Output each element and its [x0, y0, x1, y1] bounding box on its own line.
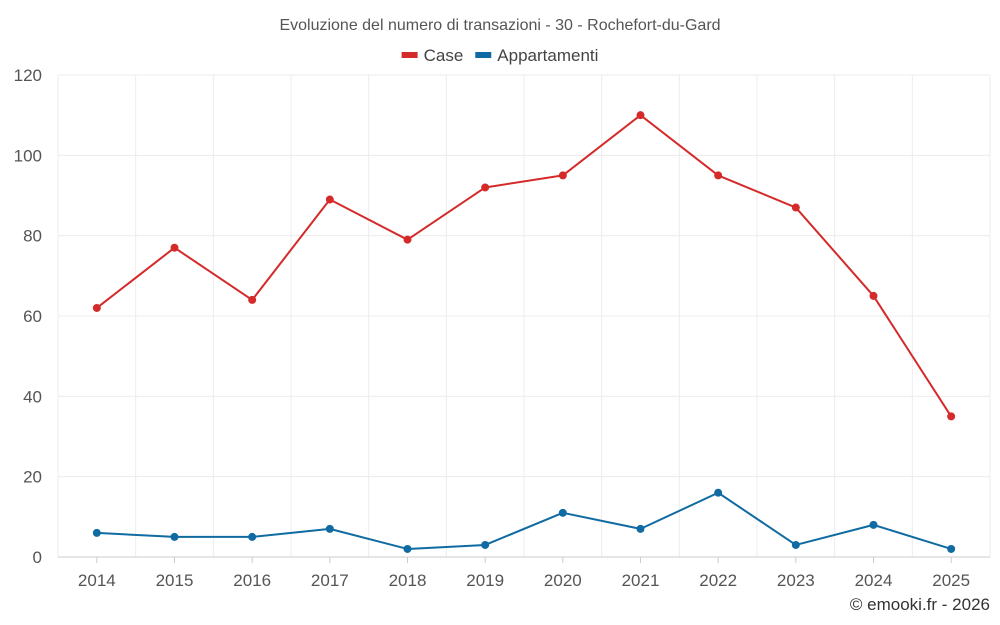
axes: 0 20 40 60 80 100 120 2014 2015 2016 2017 2018 2019 2… [14, 66, 990, 590]
x-tick-label: 2024 [855, 571, 893, 590]
data-point-case[interactable] [403, 235, 412, 244]
grid [57, 74, 991, 557]
x-tick-label: 2025 [932, 571, 970, 590]
data-point-case[interactable] [558, 171, 567, 180]
data-point-case[interactable] [481, 183, 490, 192]
data-point-appartamenti[interactable] [403, 544, 412, 553]
data-point-case[interactable] [714, 171, 723, 180]
x-tick-label: 2019 [466, 571, 504, 590]
y-tick-label: 0 [33, 548, 42, 567]
data-point-appartamenti[interactable] [558, 508, 567, 517]
x-tick-label: 2016 [233, 571, 271, 590]
y-tick-label: 60 [23, 307, 42, 326]
x-tick-label: 2015 [156, 571, 194, 590]
data-point-appartamenti[interactable] [714, 488, 723, 497]
y-tick-label: 80 [23, 227, 42, 246]
legend: Case Appartamenti [401, 46, 598, 65]
series-line-appartamenti [96, 491, 952, 550]
legend-label-case[interactable]: Case [424, 46, 464, 65]
y-tick-label: 100 [14, 146, 42, 165]
data-point-appartamenti[interactable] [791, 540, 800, 549]
legend-label-appartamenti[interactable]: Appartamenti [497, 46, 598, 65]
data-point-case[interactable] [170, 243, 179, 252]
data-point-appartamenti[interactable] [325, 524, 334, 533]
data-point-case[interactable] [325, 195, 334, 204]
x-tick-label: 2014 [78, 571, 116, 590]
y-tick-label: 120 [14, 66, 42, 85]
data-point-case[interactable] [92, 303, 101, 312]
data-point-case[interactable] [248, 295, 257, 304]
data-point-appartamenti[interactable] [947, 544, 956, 553]
x-tick-label: 2021 [622, 571, 660, 590]
data-point-appartamenti[interactable] [248, 532, 257, 541]
data-point-appartamenti[interactable] [481, 540, 490, 549]
legend-swatch-appartamenti[interactable] [475, 52, 492, 58]
data-point-case[interactable] [869, 291, 878, 300]
data-point-case[interactable] [791, 203, 800, 212]
data-point-appartamenti[interactable] [869, 520, 878, 529]
data-point-appartamenti[interactable] [92, 528, 101, 537]
series-line-case [96, 114, 953, 417]
x-tick-label: 2023 [777, 571, 815, 590]
chart-title: Evoluzione del numero di transazioni - 3… [279, 17, 720, 34]
x-tick-label: 2020 [544, 571, 582, 590]
credit-text: © emooki.fr - 2026 [850, 595, 990, 614]
x-tick-label: 2018 [389, 571, 427, 590]
data-point-case[interactable] [636, 111, 645, 120]
y-tick-label: 40 [23, 387, 42, 406]
x-tick-label: 2022 [699, 571, 737, 590]
data-point-appartamenti[interactable] [636, 524, 645, 533]
data-point-case[interactable] [947, 412, 956, 421]
data-point-appartamenti[interactable] [170, 532, 179, 541]
series [92, 111, 956, 553]
x-tick-label: 2017 [311, 571, 349, 590]
legend-swatch-case[interactable] [401, 52, 418, 58]
y-tick-label: 20 [23, 468, 42, 487]
